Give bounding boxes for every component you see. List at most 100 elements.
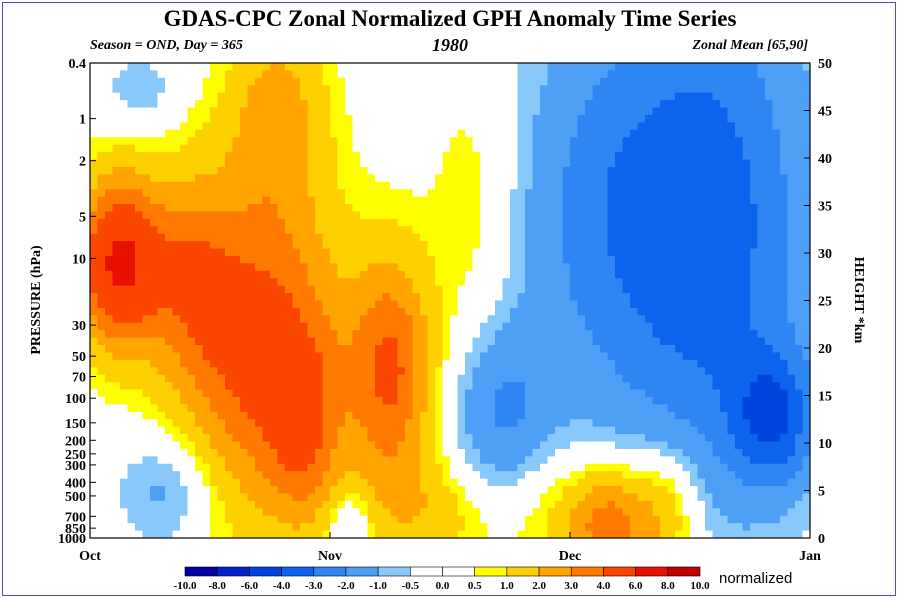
- anomaly-cell: [540, 285, 549, 294]
- anomaly-cell: [367, 226, 376, 235]
- anomaly-cell: [412, 315, 421, 324]
- anomaly-cell: [667, 70, 676, 79]
- anomaly-cell: [157, 278, 166, 287]
- anomaly-cell: [570, 396, 579, 405]
- anomaly-cell: [442, 441, 451, 450]
- anomaly-cell: [615, 248, 624, 257]
- anomaly-cell: [495, 255, 504, 264]
- anomaly-cell: [375, 129, 384, 138]
- anomaly-cell: [487, 77, 496, 86]
- anomaly-cell: [352, 404, 361, 413]
- anomaly-cell: [352, 174, 361, 183]
- anomaly-cell: [345, 129, 354, 138]
- anomaly-cell: [97, 293, 106, 302]
- anomaly-cell: [630, 196, 639, 205]
- anomaly-cell: [330, 70, 339, 79]
- anomaly-cell: [570, 241, 579, 250]
- anomaly-cell: [735, 367, 744, 376]
- anomaly-cell: [457, 345, 466, 354]
- anomaly-cell: [720, 77, 729, 86]
- anomaly-cell: [172, 255, 181, 264]
- anomaly-cell: [405, 263, 414, 272]
- anomaly-cell: [540, 226, 549, 235]
- anomaly-cell: [735, 382, 744, 391]
- anomaly-cell: [480, 396, 489, 405]
- anomaly-cell: [427, 159, 436, 168]
- anomaly-cell: [105, 300, 114, 309]
- anomaly-cell: [315, 152, 324, 161]
- anomaly-cell: [690, 248, 699, 257]
- anomaly-cell: [457, 166, 466, 175]
- anomaly-cell: [150, 434, 159, 443]
- anomaly-cell: [510, 345, 519, 354]
- anomaly-cell: [570, 122, 579, 131]
- anomaly-cell: [360, 434, 369, 443]
- anomaly-cell: [270, 100, 279, 109]
- anomaly-cell: [495, 382, 504, 391]
- anomaly-cell: [615, 218, 624, 227]
- anomaly-cell: [172, 137, 181, 146]
- anomaly-cell: [517, 404, 526, 413]
- anomaly-cell: [540, 315, 549, 324]
- anomaly-cell: [427, 92, 436, 101]
- anomaly-cell: [525, 441, 534, 450]
- anomaly-cell: [127, 137, 136, 146]
- anomaly-cell: [405, 382, 414, 391]
- anomaly-cell: [802, 114, 810, 123]
- anomaly-cell: [142, 77, 151, 86]
- anomaly-cell: [270, 419, 279, 428]
- anomaly-cell: [660, 196, 669, 205]
- anomaly-cell: [127, 174, 136, 183]
- anomaly-cell: [255, 233, 264, 242]
- anomaly-cell: [157, 419, 166, 428]
- anomaly-cell: [667, 270, 676, 279]
- anomaly-cell: [367, 77, 376, 86]
- anomaly-cell: [465, 270, 474, 279]
- anomaly-cell: [772, 270, 781, 279]
- anomaly-cell: [682, 285, 691, 294]
- anomaly-cell: [405, 300, 414, 309]
- anomaly-cell: [480, 166, 489, 175]
- anomaly-cell: [180, 70, 189, 79]
- anomaly-cell: [367, 218, 376, 227]
- anomaly-cell: [750, 196, 759, 205]
- anomaly-cell: [172, 85, 181, 94]
- anomaly-cell: [135, 330, 144, 339]
- anomaly-cell: [375, 196, 384, 205]
- anomaly-cell: [802, 233, 810, 242]
- anomaly-cell: [217, 382, 226, 391]
- anomaly-cell: [315, 426, 324, 435]
- anomaly-cell: [277, 255, 286, 264]
- anomaly-cell: [352, 166, 361, 175]
- anomaly-cell: [367, 255, 376, 264]
- anomaly-cell: [652, 166, 661, 175]
- anomaly-cell: [787, 144, 796, 153]
- anomaly-cell: [420, 233, 429, 242]
- anomaly-cell: [630, 278, 639, 287]
- anomaly-cell: [697, 92, 706, 101]
- anomaly-cell: [135, 322, 144, 331]
- anomaly-cell: [307, 337, 316, 346]
- anomaly-cell: [495, 196, 504, 205]
- anomaly-cell: [457, 426, 466, 435]
- anomaly-cell: [615, 352, 624, 361]
- anomaly-cell: [795, 426, 804, 435]
- anomaly-cell: [780, 367, 789, 376]
- anomaly-cell: [532, 382, 541, 391]
- anomaly-cell: [742, 359, 751, 368]
- anomaly-cell: [187, 307, 196, 316]
- anomaly-cell: [540, 307, 549, 316]
- anomaly-cell: [202, 404, 211, 413]
- anomaly-cell: [532, 426, 541, 435]
- anomaly-cell: [592, 411, 601, 420]
- anomaly-cell: [750, 233, 759, 242]
- anomaly-cell: [600, 263, 609, 272]
- anomaly-cell: [322, 389, 331, 398]
- anomaly-cell: [502, 411, 511, 420]
- anomaly-cell: [382, 114, 391, 123]
- anomaly-cell: [435, 137, 444, 146]
- anomaly-cell: [562, 77, 571, 86]
- anomaly-cell: [622, 426, 631, 435]
- anomaly-cell: [562, 70, 571, 79]
- anomaly-cell: [772, 278, 781, 287]
